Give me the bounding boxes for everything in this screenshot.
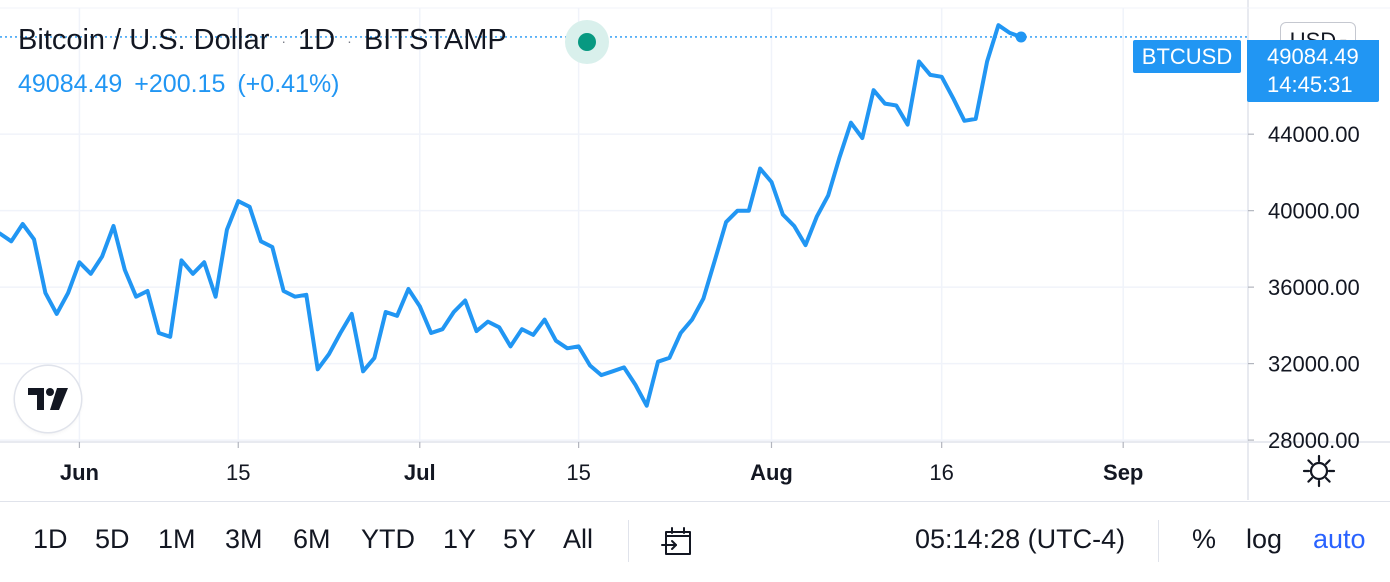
time-axis[interactable]: Jun 15 Jul 15 Aug 16 Sep — [60, 442, 1144, 485]
price-axis-label: 40000.00 — [1268, 199, 1360, 224]
price-axis-label: 44000.00 — [1268, 122, 1360, 147]
time-axis-label: 15 — [226, 460, 250, 485]
percent-scale-toggle[interactable]: % — [1192, 524, 1217, 554]
time-axis-label: 16 — [929, 460, 953, 485]
range-5y-button[interactable]: 5Y — [503, 524, 537, 554]
range-5d-button[interactable]: 5D — [95, 524, 130, 554]
price-change: +200.15 — [134, 70, 226, 98]
toolbar-divider — [1158, 520, 1159, 562]
bottom-toolbar: 1D 5D 1M 3M 6M YTD 1Y 5Y All 05:14:28 (U… — [0, 501, 1390, 582]
symbol-tag: BTCUSD — [1133, 40, 1241, 73]
last-price-tag: 49084.49 14:45:31 — [1247, 40, 1379, 102]
range-6m-button[interactable]: 6M — [293, 524, 331, 554]
exchange-label: BITSTAMP — [363, 24, 507, 56]
market-open-dot-icon — [578, 33, 596, 51]
time-axis-label: Jul — [404, 460, 436, 485]
calendar-arrow-icon[interactable] — [660, 524, 696, 560]
bar-countdown: 14:45:31 — [1267, 72, 1353, 97]
range-all-button[interactable]: All — [563, 524, 594, 554]
toolbar-divider — [628, 520, 629, 562]
price-axis-label: 36000.00 — [1268, 275, 1360, 300]
range-ytd-button[interactable]: YTD — [361, 524, 415, 554]
last-price-value: 49084.49 — [18, 70, 123, 98]
time-axis-label: Jun — [60, 460, 99, 485]
market-status-indicator[interactable] — [565, 20, 609, 64]
time-axis-label: Sep — [1103, 460, 1143, 485]
price-tag-value: 49084.49 — [1267, 44, 1359, 69]
time-axis-label: Aug — [750, 460, 793, 485]
tradingview-logo-icon[interactable] — [15, 366, 81, 432]
legend-separator: · — [347, 32, 352, 49]
auto-scale-toggle[interactable]: auto — [1313, 524, 1366, 554]
series-layer — [0, 23, 1027, 408]
gear-icon[interactable] — [1300, 452, 1338, 490]
range-1m-button[interactable]: 1M — [158, 524, 196, 554]
price-axis-label: 32000.00 — [1268, 352, 1360, 377]
series-line-btcusd — [0, 23, 1024, 408]
chart-legend-title[interactable]: Bitcoin / U.S. Dollar · 1D · BITSTAMP — [18, 24, 507, 57]
log-scale-toggle[interactable]: log — [1246, 524, 1283, 554]
last-price-dot — [1015, 31, 1027, 43]
price-axis[interactable]: 28000.00 32000.00 36000.00 40000.00 44000.00 — [1248, 122, 1360, 453]
time-axis-label: 15 — [566, 460, 590, 485]
price-change-percent: (+0.41%) — [237, 70, 340, 98]
range-1y-button[interactable]: 1Y — [443, 524, 477, 554]
exchange-clock[interactable]: 05:14:28 (UTC-4) — [915, 524, 1126, 554]
legend-separator: · — [281, 32, 287, 49]
range-1d-button[interactable]: 1D — [33, 524, 68, 554]
interval-label: 1D — [298, 24, 336, 56]
symbol-description: Bitcoin / U.S. Dollar — [18, 24, 270, 56]
tradingview-logo-glyph — [28, 388, 68, 410]
legend-values: 49084.49 +200.15 (+0.41%) — [18, 70, 340, 99]
range-3m-button[interactable]: 3M — [225, 524, 263, 554]
price-axis-label: 28000.00 — [1268, 428, 1360, 453]
